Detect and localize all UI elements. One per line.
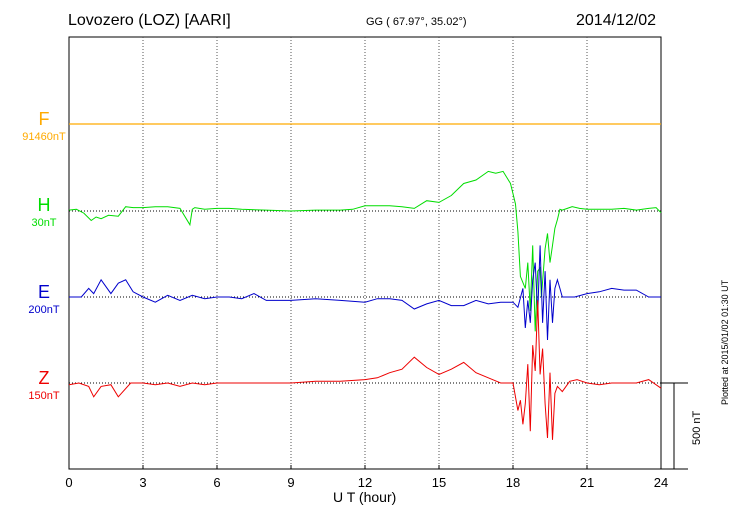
- x-tick-label-21: 21: [580, 475, 594, 490]
- channel-e-label: E 200nT: [14, 283, 74, 316]
- channel-z-letter: Z: [38, 368, 50, 388]
- geographic-coordinates: GG ( 67.97°, 35.02°): [366, 16, 467, 28]
- channel-f-letter: F: [38, 109, 50, 129]
- x-tick-label-15: 15: [432, 475, 446, 490]
- x-tick-label-9: 9: [287, 475, 294, 490]
- station-title: Lovozero (LOZ) [AARI]: [68, 12, 231, 29]
- series-line-h: [68, 170, 662, 332]
- x-tick-label-24: 24: [654, 475, 668, 490]
- channel-f-scale: 91460nT: [22, 131, 66, 143]
- x-tick-label-3: 3: [139, 475, 146, 490]
- x-axis-ticks: 0 3 6 9 12 15 18 21 24: [65, 465, 668, 490]
- scale-bar: [661, 382, 688, 470]
- x-tick-label-12: 12: [358, 475, 372, 490]
- channel-h-scale: 30nT: [31, 217, 57, 229]
- x-tick-label-18: 18: [506, 475, 520, 490]
- plot-date: 2014/12/02: [576, 12, 657, 29]
- channel-z-scale: 150nT: [28, 390, 60, 402]
- x-axis-label: U T (hour): [333, 489, 397, 505]
- channel-e-scale: 200nT: [28, 304, 60, 316]
- vertical-grid: [142, 37, 588, 469]
- x-tick-label-0: 0: [65, 475, 72, 490]
- channel-h-letter: H: [37, 195, 51, 215]
- series-line-z: [68, 300, 662, 440]
- plotted-timestamp: Plotted at 2015/01/02 01:30 UT: [720, 279, 730, 405]
- channel-e-letter: E: [37, 282, 50, 302]
- scale-bar-label: 500 nT: [691, 410, 703, 445]
- data-series: [68, 123, 662, 440]
- channel-z-label: Z 150nT: [14, 369, 74, 402]
- channel-f-label: F 91460nT: [14, 110, 74, 143]
- series-line-e: [69, 245, 661, 341]
- x-tick-label-6: 6: [213, 475, 220, 490]
- channel-h-label: H 30nT: [14, 196, 74, 229]
